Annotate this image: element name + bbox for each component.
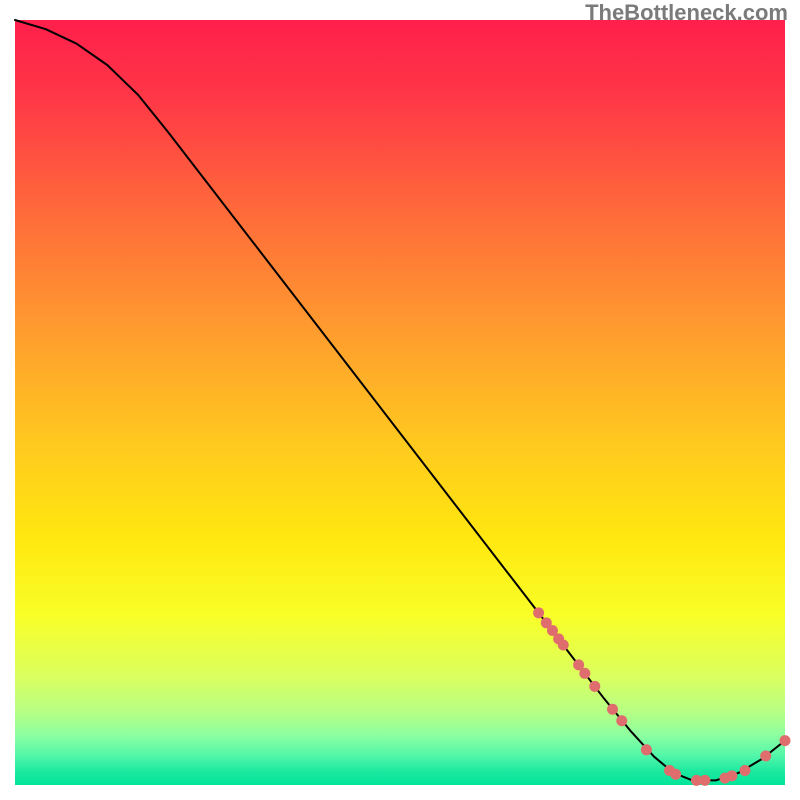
gradient-background bbox=[15, 20, 785, 785]
data-point bbox=[616, 715, 627, 726]
data-point bbox=[699, 775, 710, 786]
chart-svg bbox=[0, 0, 800, 800]
data-point bbox=[670, 769, 681, 780]
data-point bbox=[760, 750, 771, 761]
data-point bbox=[780, 735, 791, 746]
watermark-text: TheBottleneck.com bbox=[585, 0, 788, 26]
data-point bbox=[739, 765, 750, 776]
data-point bbox=[558, 640, 569, 651]
data-point bbox=[607, 704, 618, 715]
data-point bbox=[589, 681, 600, 692]
data-point bbox=[641, 744, 652, 755]
data-point bbox=[533, 607, 544, 618]
data-point bbox=[579, 668, 590, 679]
data-point bbox=[726, 770, 737, 781]
chart-stage: TheBottleneck.com bbox=[0, 0, 800, 800]
